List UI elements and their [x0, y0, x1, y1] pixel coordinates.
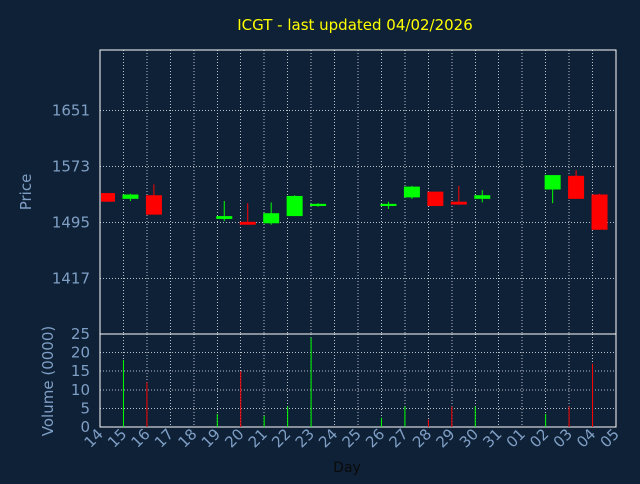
x-tick-label: 05 [597, 425, 623, 451]
candle-body [380, 203, 397, 207]
candle-21 [263, 202, 280, 225]
volume-axis-label: Volume (0000) [39, 326, 57, 436]
candle-body [591, 194, 608, 230]
volume-tick-label: 20 [71, 344, 90, 362]
volume-tick-label: 10 [71, 381, 90, 399]
candle-29 [450, 185, 467, 205]
x-tick-label: 27 [386, 425, 412, 451]
x-tick-label: 15 [104, 425, 130, 451]
x-tick-label: 24 [315, 425, 341, 451]
candle-body [216, 216, 233, 219]
volume-tick-label: 0 [80, 418, 90, 436]
price-tick-label: 1651 [52, 101, 90, 119]
chart-title: ICGT - last updated 04/02/2026 [237, 16, 473, 34]
x-tick-label: 22 [268, 425, 294, 451]
candle-16 [145, 184, 162, 215]
candle-26 [380, 201, 397, 209]
x-axis-label: Day [333, 460, 361, 476]
x-tick-label: 04 [573, 425, 599, 451]
x-tick-label: 17 [151, 425, 177, 451]
volume-tick-label: 15 [71, 362, 90, 380]
candle-body [544, 175, 561, 190]
candle-body [474, 195, 491, 199]
x-tick-label: 03 [550, 425, 576, 451]
grid-lines [99, 50, 617, 427]
volume-tick-label: 25 [71, 325, 90, 343]
x-tick-label: 01 [503, 425, 529, 451]
x-tick-label: 30 [456, 425, 482, 451]
x-tick-label: 20 [221, 425, 247, 451]
x-tick-label: 23 [292, 425, 318, 451]
x-tick-label: 18 [174, 425, 200, 451]
candle-30 [474, 190, 491, 203]
candle-02 [544, 175, 561, 204]
x-tick-label: 21 [245, 425, 271, 451]
volume-panel-border [99, 333, 617, 428]
price-axis-label: Price [17, 174, 35, 211]
price-tick-label: 1495 [52, 214, 90, 232]
candle-body [239, 221, 256, 225]
price-tick-label: 1417 [52, 270, 90, 288]
candle-03 [568, 170, 585, 199]
candle-body [450, 201, 467, 205]
price-tick-label: 1573 [52, 157, 90, 175]
candle-body [286, 195, 303, 217]
candle-body [263, 213, 280, 224]
candle-04 [591, 193, 608, 230]
x-tick-label: 28 [409, 425, 435, 451]
x-tick-label: 25 [339, 425, 365, 451]
candle-body [101, 193, 115, 202]
candle-20 [239, 203, 256, 225]
candle-23 [310, 203, 327, 207]
candle-body [403, 186, 420, 198]
x-tick-label: 29 [432, 425, 458, 451]
candle-22 [286, 195, 303, 217]
x-tick-label: 16 [128, 425, 154, 451]
x-tick-label: 02 [526, 425, 552, 451]
candle-body [427, 191, 444, 207]
candle-19 [216, 200, 233, 222]
candle-body [568, 175, 585, 199]
candle-body [145, 195, 162, 215]
candles [101, 170, 608, 427]
candle-15 [122, 193, 139, 201]
candle-body [310, 203, 327, 207]
candle-28 [427, 191, 444, 207]
candle-27 [403, 185, 420, 199]
x-tick-label: 26 [362, 425, 388, 451]
candle-14 [101, 193, 115, 202]
candle-body [122, 194, 139, 199]
volume-tick-label: 5 [80, 399, 90, 417]
x-tick-label: 19 [198, 425, 224, 451]
x-tick-label: 31 [479, 425, 505, 451]
